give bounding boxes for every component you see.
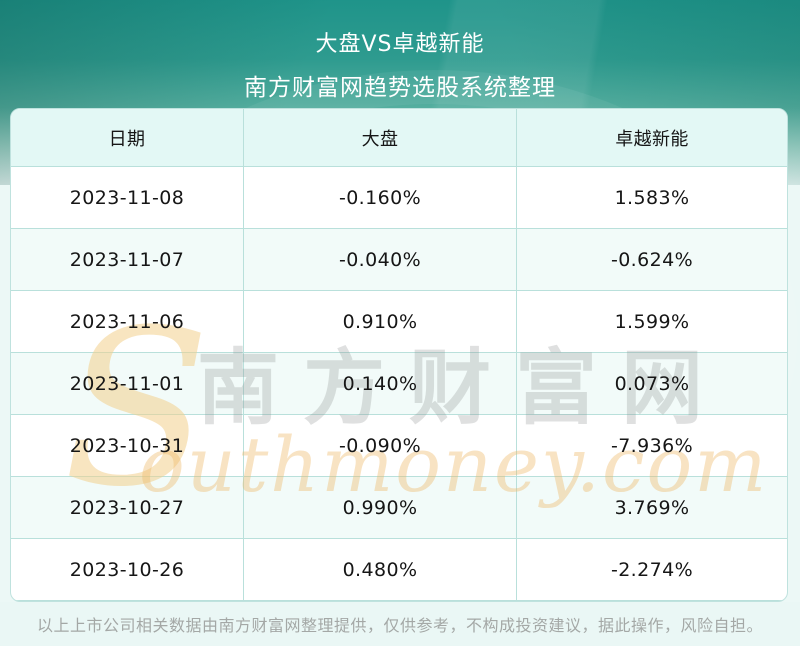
table-row: 2023-11-08 -0.160% 1.583% (11, 167, 787, 229)
date-cell: 2023-11-06 (11, 291, 244, 352)
table-row: 2023-11-06 0.910% 1.599% (11, 291, 787, 353)
market-change-cell: -0.160% (244, 167, 517, 228)
date-cell: 2023-10-26 (11, 539, 244, 600)
table-row: 2023-11-01 0.140% 0.073% (11, 353, 787, 415)
stock-change-cell: 1.599% (614, 310, 690, 333)
market-change-cell: 0.910% (244, 291, 517, 352)
table-header-row: 日期 大盘 卓越新能 (11, 109, 787, 167)
table-row: 2023-10-26 0.480% -2.274% (11, 539, 787, 601)
column-header-stock: 卓越新能 (615, 128, 689, 150)
stock-change-cell: -7.936% (610, 434, 694, 457)
disclaimer-text: 以上上市公司相关数据由南方财富网整理提供，仅供参考，不构成投资建议，据此操作，风… (36, 616, 763, 635)
table-row: 2023-11-07 -0.040% -0.624% (11, 229, 787, 291)
date-cell: 2023-11-08 (11, 167, 244, 228)
market-change-cell: 0.140% (244, 353, 517, 414)
stock-change-cell: -0.624% (610, 248, 694, 271)
market-change-cell: 0.990% (244, 477, 517, 538)
date-cell: 2023-10-31 (11, 415, 244, 476)
date-cell: 2023-11-07 (11, 229, 244, 290)
stock-change-cell: -2.274% (610, 558, 694, 581)
table-row: 2023-10-31 -0.090% -7.936% (11, 415, 787, 477)
table-row: 2023-10-27 0.990% 3.769% (11, 477, 787, 539)
disclaimer-bar: 以上上市公司相关数据由南方财富网整理提供，仅供参考，不构成投资建议，据此操作，风… (0, 602, 800, 646)
stock-change-cell: 0.073% (614, 372, 690, 395)
comparison-table: 日期 大盘 卓越新能 2023-11-08 -0.160% 1.583% 202… (10, 108, 788, 602)
column-header-market: 大盘 (244, 109, 517, 166)
stock-change-cell: 3.769% (614, 496, 690, 519)
date-cell: 2023-11-01 (11, 353, 244, 414)
column-header-date: 日期 (11, 109, 244, 166)
market-change-cell: -0.040% (244, 229, 517, 290)
stock-change-cell: 1.583% (614, 186, 690, 209)
market-change-cell: -0.090% (244, 415, 517, 476)
page-subtitle: 南方财富网趋势选股系统整理 (244, 75, 556, 101)
page-title: 大盘VS卓越新能 (315, 32, 485, 57)
date-cell: 2023-10-27 (11, 477, 244, 538)
market-change-cell: 0.480% (244, 539, 517, 600)
